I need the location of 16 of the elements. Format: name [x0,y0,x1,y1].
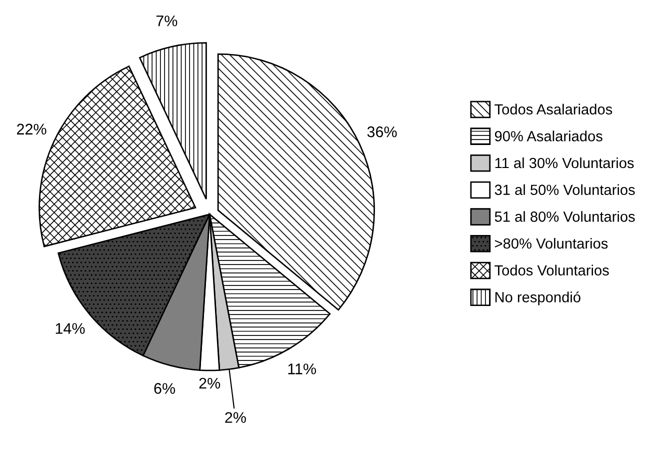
data-label: 2% [199,378,220,389]
data-label: 2% [225,412,246,423]
legend-label: No respondió [495,291,580,306]
data-label: 22% [17,124,46,135]
data-label: 7% [156,16,178,26]
data-label: 36% [367,126,397,138]
legend-label: 31 al 50% Voluntarios [494,184,635,196]
legend-label: 90% Asalariados [494,130,602,142]
data-label: 6% [154,383,176,394]
data-label: 14% [56,323,85,334]
legend-label: >80% Voluntarios [494,238,608,249]
legend-label: 51 al 80% Voluntarios [494,211,635,222]
legend-label: 11 al 30% Voluntarios [495,157,634,168]
legend-label: Todos Voluntarios [494,264,609,276]
legend-label: Todos Asalariados [494,104,612,115]
data-label: 11% [288,364,316,374]
